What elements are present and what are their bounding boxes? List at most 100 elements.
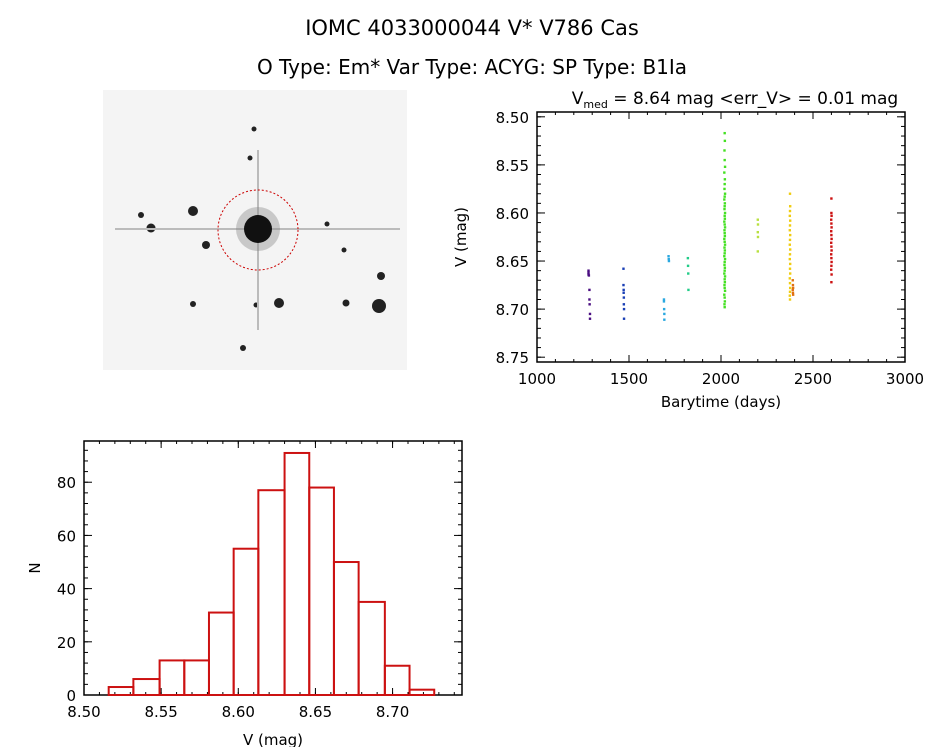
data-point [723, 293, 726, 296]
x-tick-label: 2500 [794, 370, 832, 388]
data-point [622, 291, 625, 294]
data-point [723, 198, 726, 201]
histogram-bar [183, 659, 210, 696]
light-curve-title: Vmed = 8.64 mag <err_V> = 0.01 mag [572, 89, 898, 111]
data-point [723, 260, 726, 264]
data-point [723, 158, 726, 162]
data-point [587, 271, 590, 274]
y-tick-label: 40 [57, 581, 76, 599]
x-tick-label: 3000 [886, 370, 924, 388]
data-point [830, 268, 833, 271]
data-point [788, 277, 792, 280]
data-point [723, 289, 727, 293]
data-point [788, 248, 792, 251]
histogram-bar [357, 600, 386, 697]
data-point [723, 149, 726, 152]
data-point [723, 211, 727, 215]
data-point [723, 263, 726, 267]
y-tick-label: 20 [57, 634, 76, 652]
data-point [663, 312, 666, 316]
data-point [588, 298, 591, 301]
x-tick-label: 8.65 [299, 703, 332, 721]
data-point [723, 187, 726, 191]
data-point [788, 262, 792, 266]
data-point [723, 205, 726, 208]
x-tick-label: 8.70 [376, 703, 409, 721]
y-tick-label: 8.75 [496, 349, 529, 367]
histogram-bar [207, 611, 235, 697]
x-tick-label: 1500 [610, 370, 648, 388]
data-point [756, 235, 760, 239]
data-point [622, 267, 625, 270]
data-point [723, 131, 726, 135]
histogram-bar [257, 489, 286, 696]
data-point [723, 182, 726, 186]
data-point [622, 307, 626, 311]
data-point [723, 171, 726, 174]
data-point [723, 278, 726, 281]
data-point [788, 209, 792, 213]
data-point [788, 272, 792, 275]
data-point [791, 291, 795, 294]
data-point [788, 290, 792, 294]
data-point [723, 303, 726, 306]
data-point [830, 197, 833, 200]
data-point [723, 300, 727, 303]
histogram-bar [107, 686, 135, 696]
data-point [791, 286, 795, 290]
data-point [788, 233, 792, 237]
histogram-bar [408, 688, 436, 696]
x-tick-label: 2000 [702, 370, 740, 388]
data-point [723, 195, 726, 198]
data-point [788, 294, 792, 297]
data-point [723, 252, 726, 255]
histogram-bar [158, 659, 186, 696]
data-point [791, 288, 794, 292]
data-point [830, 222, 833, 225]
histogram-bar [132, 678, 161, 696]
data-point [667, 257, 670, 261]
target-star [115, 150, 400, 330]
data-point [788, 257, 792, 261]
data-point [662, 300, 666, 303]
data-point [756, 218, 759, 221]
x-tick-label: 8.55 [144, 703, 177, 721]
data-point [723, 229, 726, 232]
data-point [756, 223, 760, 226]
data-point [723, 223, 726, 226]
x-tick-label: 1000 [518, 370, 556, 388]
data-point [723, 237, 726, 241]
data-point [723, 220, 726, 223]
y-axis-label: V (mag) [452, 207, 470, 267]
data-point [830, 214, 833, 218]
data-point [662, 298, 666, 301]
chart-subtitle: O Type: Em* Var Type: ACYG: SP Type: B1I… [256, 55, 688, 79]
y-tick-label: 8.55 [496, 157, 529, 175]
data-point [723, 234, 727, 238]
x-axis-label: V (mag) [243, 731, 303, 747]
data-point [588, 303, 591, 306]
data-point [723, 269, 726, 272]
data-point [622, 303, 626, 306]
data-point [788, 298, 792, 301]
data-point [830, 230, 833, 233]
data-point [622, 317, 626, 320]
data-point [788, 219, 792, 222]
data-point [830, 226, 833, 229]
data-point [667, 259, 671, 263]
data-point [723, 266, 727, 269]
y-axis-label: N [26, 562, 44, 573]
data-point [830, 280, 833, 284]
data-point [723, 296, 726, 299]
histogram-bar [232, 547, 260, 697]
data-point [622, 296, 626, 299]
data-point [830, 264, 833, 268]
data-point [622, 288, 625, 292]
data-point [788, 267, 792, 270]
data-point [791, 279, 794, 282]
y-tick-label: 8.50 [496, 109, 529, 127]
data-point [723, 272, 726, 275]
